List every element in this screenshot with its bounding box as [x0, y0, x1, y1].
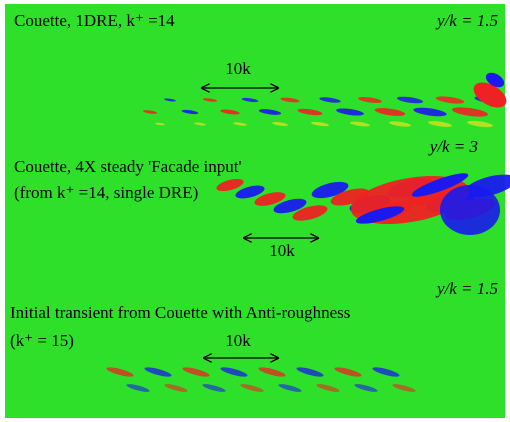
scale-label: 10k — [225, 59, 251, 78]
panel-title: (k⁺ = 15) — [10, 331, 74, 350]
panel-title: Couette, 4X steady 'Facade input' — [14, 157, 242, 176]
location-label: y/k = 1.5 — [435, 279, 498, 298]
scale-label: 10k — [269, 241, 295, 260]
location-label: y/k = 1.5 — [435, 11, 498, 30]
panel-title: (from k⁺ =14, single DRE) — [14, 183, 198, 202]
panel-title: Initial transient from Couette with Anti… — [10, 303, 350, 322]
figure: Couette, 1DRE, k⁺ =14 y/k = 1.5 10k Coue… — [0, 0, 510, 422]
panel-title: Couette, 1DRE, k⁺ =14 — [14, 11, 175, 30]
location-label: y/k = 3 — [428, 137, 478, 156]
scale-label: 10k — [225, 331, 251, 350]
page: Couette, 1DRE, k⁺ =14 y/k = 1.5 10k Coue… — [0, 0, 510, 422]
streak — [440, 185, 500, 235]
